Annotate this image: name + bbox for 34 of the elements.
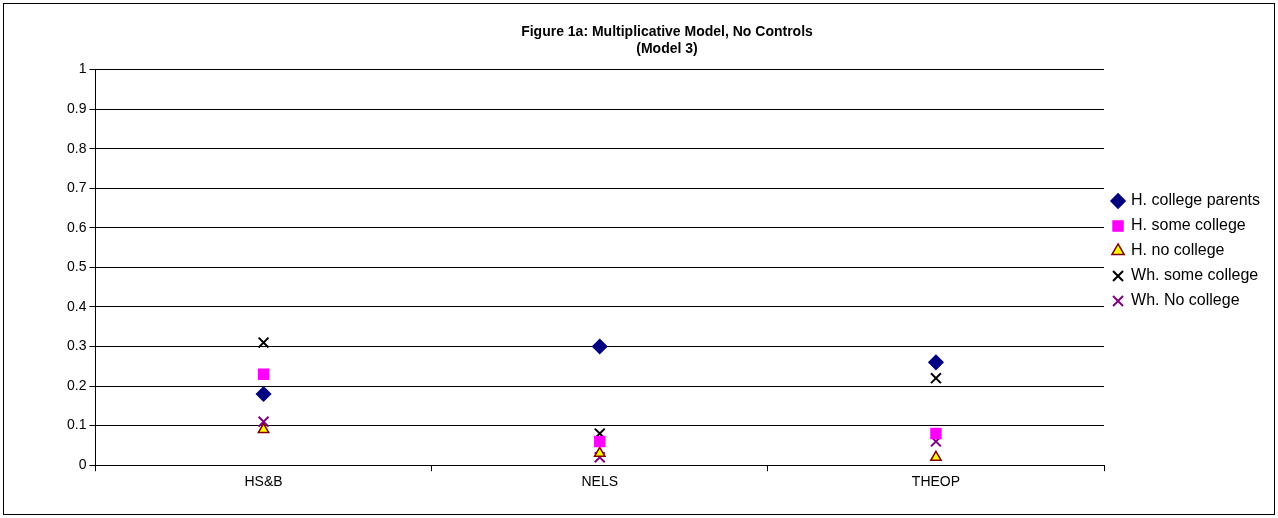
point — [257, 368, 270, 380]
y-tick-label: 0.2 — [66, 376, 87, 393]
y-tick-label: 0.8 — [66, 139, 87, 156]
point — [929, 372, 942, 385]
point — [257, 422, 270, 434]
text: Figure 1a: Multiplicative Model, No Controls — [521, 23, 813, 40]
y-tick-label: 0.7 — [66, 179, 87, 196]
point — [257, 336, 270, 349]
point — [593, 446, 606, 458]
point — [928, 354, 944, 371]
point — [593, 451, 606, 464]
x-tick-label: THEOP — [911, 473, 961, 490]
legend-label: Wh. No college — [1131, 291, 1240, 309]
point — [255, 386, 272, 402]
x-tick-label: HS&B — [244, 473, 283, 490]
x-tick-label: NELS — [581, 473, 619, 490]
legend-label: H. no college — [1131, 241, 1225, 259]
y-tick-label: 1 — [78, 60, 87, 77]
text: (Model 3) — [636, 40, 698, 57]
legend-label: Wh. some college — [1131, 266, 1259, 284]
point — [594, 435, 606, 448]
y-tick-label: 0.5 — [66, 258, 87, 275]
point — [592, 338, 608, 355]
point — [930, 450, 942, 462]
point — [930, 427, 942, 440]
point — [257, 415, 270, 428]
legend-label: H. some college — [1131, 216, 1246, 234]
y-tick-label: 0.1 — [66, 416, 87, 433]
y-tick-label: 0.9 — [66, 100, 87, 117]
y-tick-label: 0 — [78, 456, 87, 473]
y-tick-label: 0.6 — [66, 218, 87, 235]
legend-label: H. college parents — [1131, 191, 1261, 209]
y-tick-label: 0.4 — [66, 297, 87, 314]
y-tick-label: 0.3 — [66, 337, 87, 354]
